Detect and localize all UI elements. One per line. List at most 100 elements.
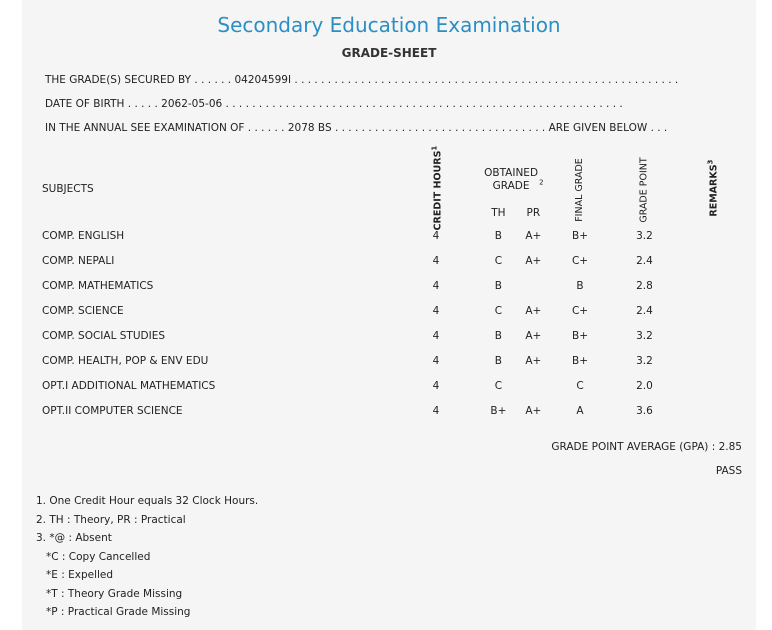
grade-point-cell: 3.2 — [611, 350, 678, 372]
th-grade-cell: C — [478, 250, 519, 272]
subject-cell: COMP. MATHEMATICS — [30, 275, 394, 297]
final-grade-cell: B+ — [548, 225, 612, 247]
credit-cell: 4 — [393, 325, 479, 347]
col-th-header: TH — [478, 204, 519, 222]
final-grade-cell: A — [548, 400, 612, 422]
col-credit-label: CREDIT HOURS — [432, 150, 444, 231]
grade-point-cell: 2.8 — [611, 275, 678, 297]
credit-cell: 4 — [393, 400, 479, 422]
remarks-cell — [677, 300, 748, 322]
remarks-cell — [677, 225, 748, 247]
obtained-footnote: 2 — [539, 178, 544, 187]
pr-grade-cell: A+ — [518, 325, 549, 347]
subject-cell: COMP. SOCIAL STUDIES — [30, 325, 394, 347]
pr-grade-cell: A+ — [518, 300, 549, 322]
th-grade-cell: C — [478, 300, 519, 322]
pr-grade-cell: A+ — [518, 350, 549, 372]
table-row: COMP. MATHEMATICS 4 B B 2.8 — [30, 275, 748, 297]
credit-cell: 4 — [393, 250, 479, 272]
gpa-label: GRADE POINT AVERAGE (GPA) : — [551, 441, 716, 453]
col-obtained-label: OBTAINED GRADE — [484, 167, 539, 192]
final-grade-cell: C+ — [548, 250, 612, 272]
pr-grade-cell — [518, 375, 549, 397]
pr-grade-cell — [518, 275, 549, 297]
footnote-item: 3. *@ : Absent — [36, 532, 112, 544]
dot-leader: . . . . . . . . . . . . . . . . . . . . … — [334, 122, 546, 134]
grade-point-cell: 3.2 — [611, 325, 678, 347]
secured-by-value: 04204599I — [234, 74, 292, 86]
gpa-line: GRADE POINT AVERAGE (GPA) : 2.85 — [551, 441, 742, 453]
footnote-item: *C : Copy Cancelled — [46, 550, 151, 563]
th-grade-cell: B — [478, 275, 519, 297]
pr-grade-cell: A+ — [518, 225, 549, 247]
final-grade-cell: B+ — [548, 350, 612, 372]
grade-sheet: Secondary Education Examination GRADE-SH… — [22, 0, 756, 630]
th-grade-cell: C — [478, 375, 519, 397]
dob-value: 2062-05-06 — [161, 98, 223, 110]
grades-table: SUBJECTS CREDIT HOURS1 OBTAINED GRADE 2 F… — [30, 146, 748, 425]
grade-point-cell: 2.0 — [611, 375, 678, 397]
table-row: COMP. NEPALI 4 C A+ C+ 2.4 — [30, 250, 748, 272]
remarks-cell — [677, 325, 748, 347]
subject-cell: COMP. HEALTH, POP & ENV EDU — [30, 350, 394, 372]
credit-cell: 4 — [393, 300, 479, 322]
final-grade-cell: B — [548, 275, 612, 297]
final-grade-cell: C+ — [548, 300, 612, 322]
footnote-item: 1. One Credit Hour equals 32 Clock Hours… — [36, 495, 259, 507]
credit-cell: 4 — [393, 375, 479, 397]
page-subtitle: GRADE-SHEET — [341, 46, 437, 60]
table-row: OPT.I ADDITIONAL MATHEMATICS 4 C C 2.0 — [30, 375, 748, 397]
footnote-item: *E : Expelled — [46, 569, 114, 581]
remarks-footnote: 3 — [706, 159, 715, 165]
exam-line: IN THE ANNUAL SEE EXAMINATION OF . . . .… — [45, 122, 667, 134]
credit-cell: 4 — [393, 350, 479, 372]
subject-cell: COMP. ENGLISH — [30, 225, 394, 247]
footnote-item: *T : Theory Grade Missing — [46, 587, 183, 600]
table-row: COMP. HEALTH, POP & ENV EDU 4 B A+ B+ 3.… — [30, 350, 748, 372]
pr-grade-cell: A+ — [518, 400, 549, 422]
subject-cell: COMP. NEPALI — [30, 250, 394, 272]
grade-point-cell: 3.6 — [611, 400, 678, 422]
col-obtained-header: OBTAINED GRADE 2 — [478, 155, 549, 201]
table-row: COMP. ENGLISH 4 B A+ B+ 3.2 — [30, 225, 748, 247]
col-remarks-label: REMARKS — [708, 164, 720, 218]
final-grade-cell: B+ — [548, 325, 612, 347]
secured-by-line: THE GRADE(S) SECURED BY . . . . . . 0420… — [45, 74, 678, 86]
remarks-cell — [677, 350, 748, 372]
table-row: OPT.II COMPUTER SCIENCE 4 B+ A+ A 3.6 — [30, 400, 748, 422]
col-final-header: FINAL GRADE — [548, 155, 612, 222]
page-title: Secondary Education Examination — [217, 13, 561, 37]
col-point-header: GRADE POINT — [611, 155, 678, 223]
col-pr-header: PR — [518, 204, 549, 222]
exam-label: IN THE ANNUAL SEE EXAMINATION OF . . . .… — [45, 122, 285, 134]
credit-cell: 4 — [393, 225, 479, 247]
subject-cell: COMP. SCIENCE — [30, 300, 394, 322]
col-point-label: GRADE POINT — [638, 156, 650, 223]
dot-leader: . . . . . . . . . . . . . . . . . . . . … — [225, 98, 623, 110]
footnotes: 1. One Credit Hour equals 32 Clock Hours… — [36, 492, 736, 622]
result-status: PASS — [715, 465, 742, 477]
pr-grade-cell: A+ — [518, 250, 549, 272]
table-row: COMP. SCIENCE 4 C A+ C+ 2.4 — [30, 300, 748, 322]
remarks-cell — [677, 400, 748, 422]
col-subjects-header: SUBJECTS — [30, 155, 394, 222]
dob-label: DATE OF BIRTH . . . . . — [45, 98, 158, 110]
remarks-cell — [677, 275, 748, 297]
credit-footnote: 1 — [429, 146, 438, 151]
exam-suffix: ARE GIVEN BELOW . . . — [548, 122, 668, 134]
th-grade-cell: B+ — [478, 400, 519, 422]
credit-cell: 4 — [393, 275, 479, 297]
grade-point-cell: 3.2 — [611, 225, 678, 247]
remarks-cell — [677, 375, 748, 397]
footnote-item: *P : Practical Grade Missing — [46, 606, 191, 618]
subject-cell: OPT.II COMPUTER SCIENCE — [30, 400, 394, 422]
final-grade-cell: C — [548, 375, 612, 397]
table-row: COMP. SOCIAL STUDIES 4 B A+ B+ 3.2 — [30, 325, 748, 347]
th-grade-cell: B — [478, 325, 519, 347]
subject-cell: OPT.I ADDITIONAL MATHEMATICS — [30, 375, 394, 397]
remarks-cell — [677, 250, 748, 272]
grade-point-cell: 2.4 — [611, 250, 678, 272]
exam-value: 2078 BS — [287, 122, 332, 134]
dot-leader: . . . . . . . . . . . . . . . . . . . . … — [294, 74, 679, 86]
grade-point-cell: 2.4 — [611, 300, 678, 322]
